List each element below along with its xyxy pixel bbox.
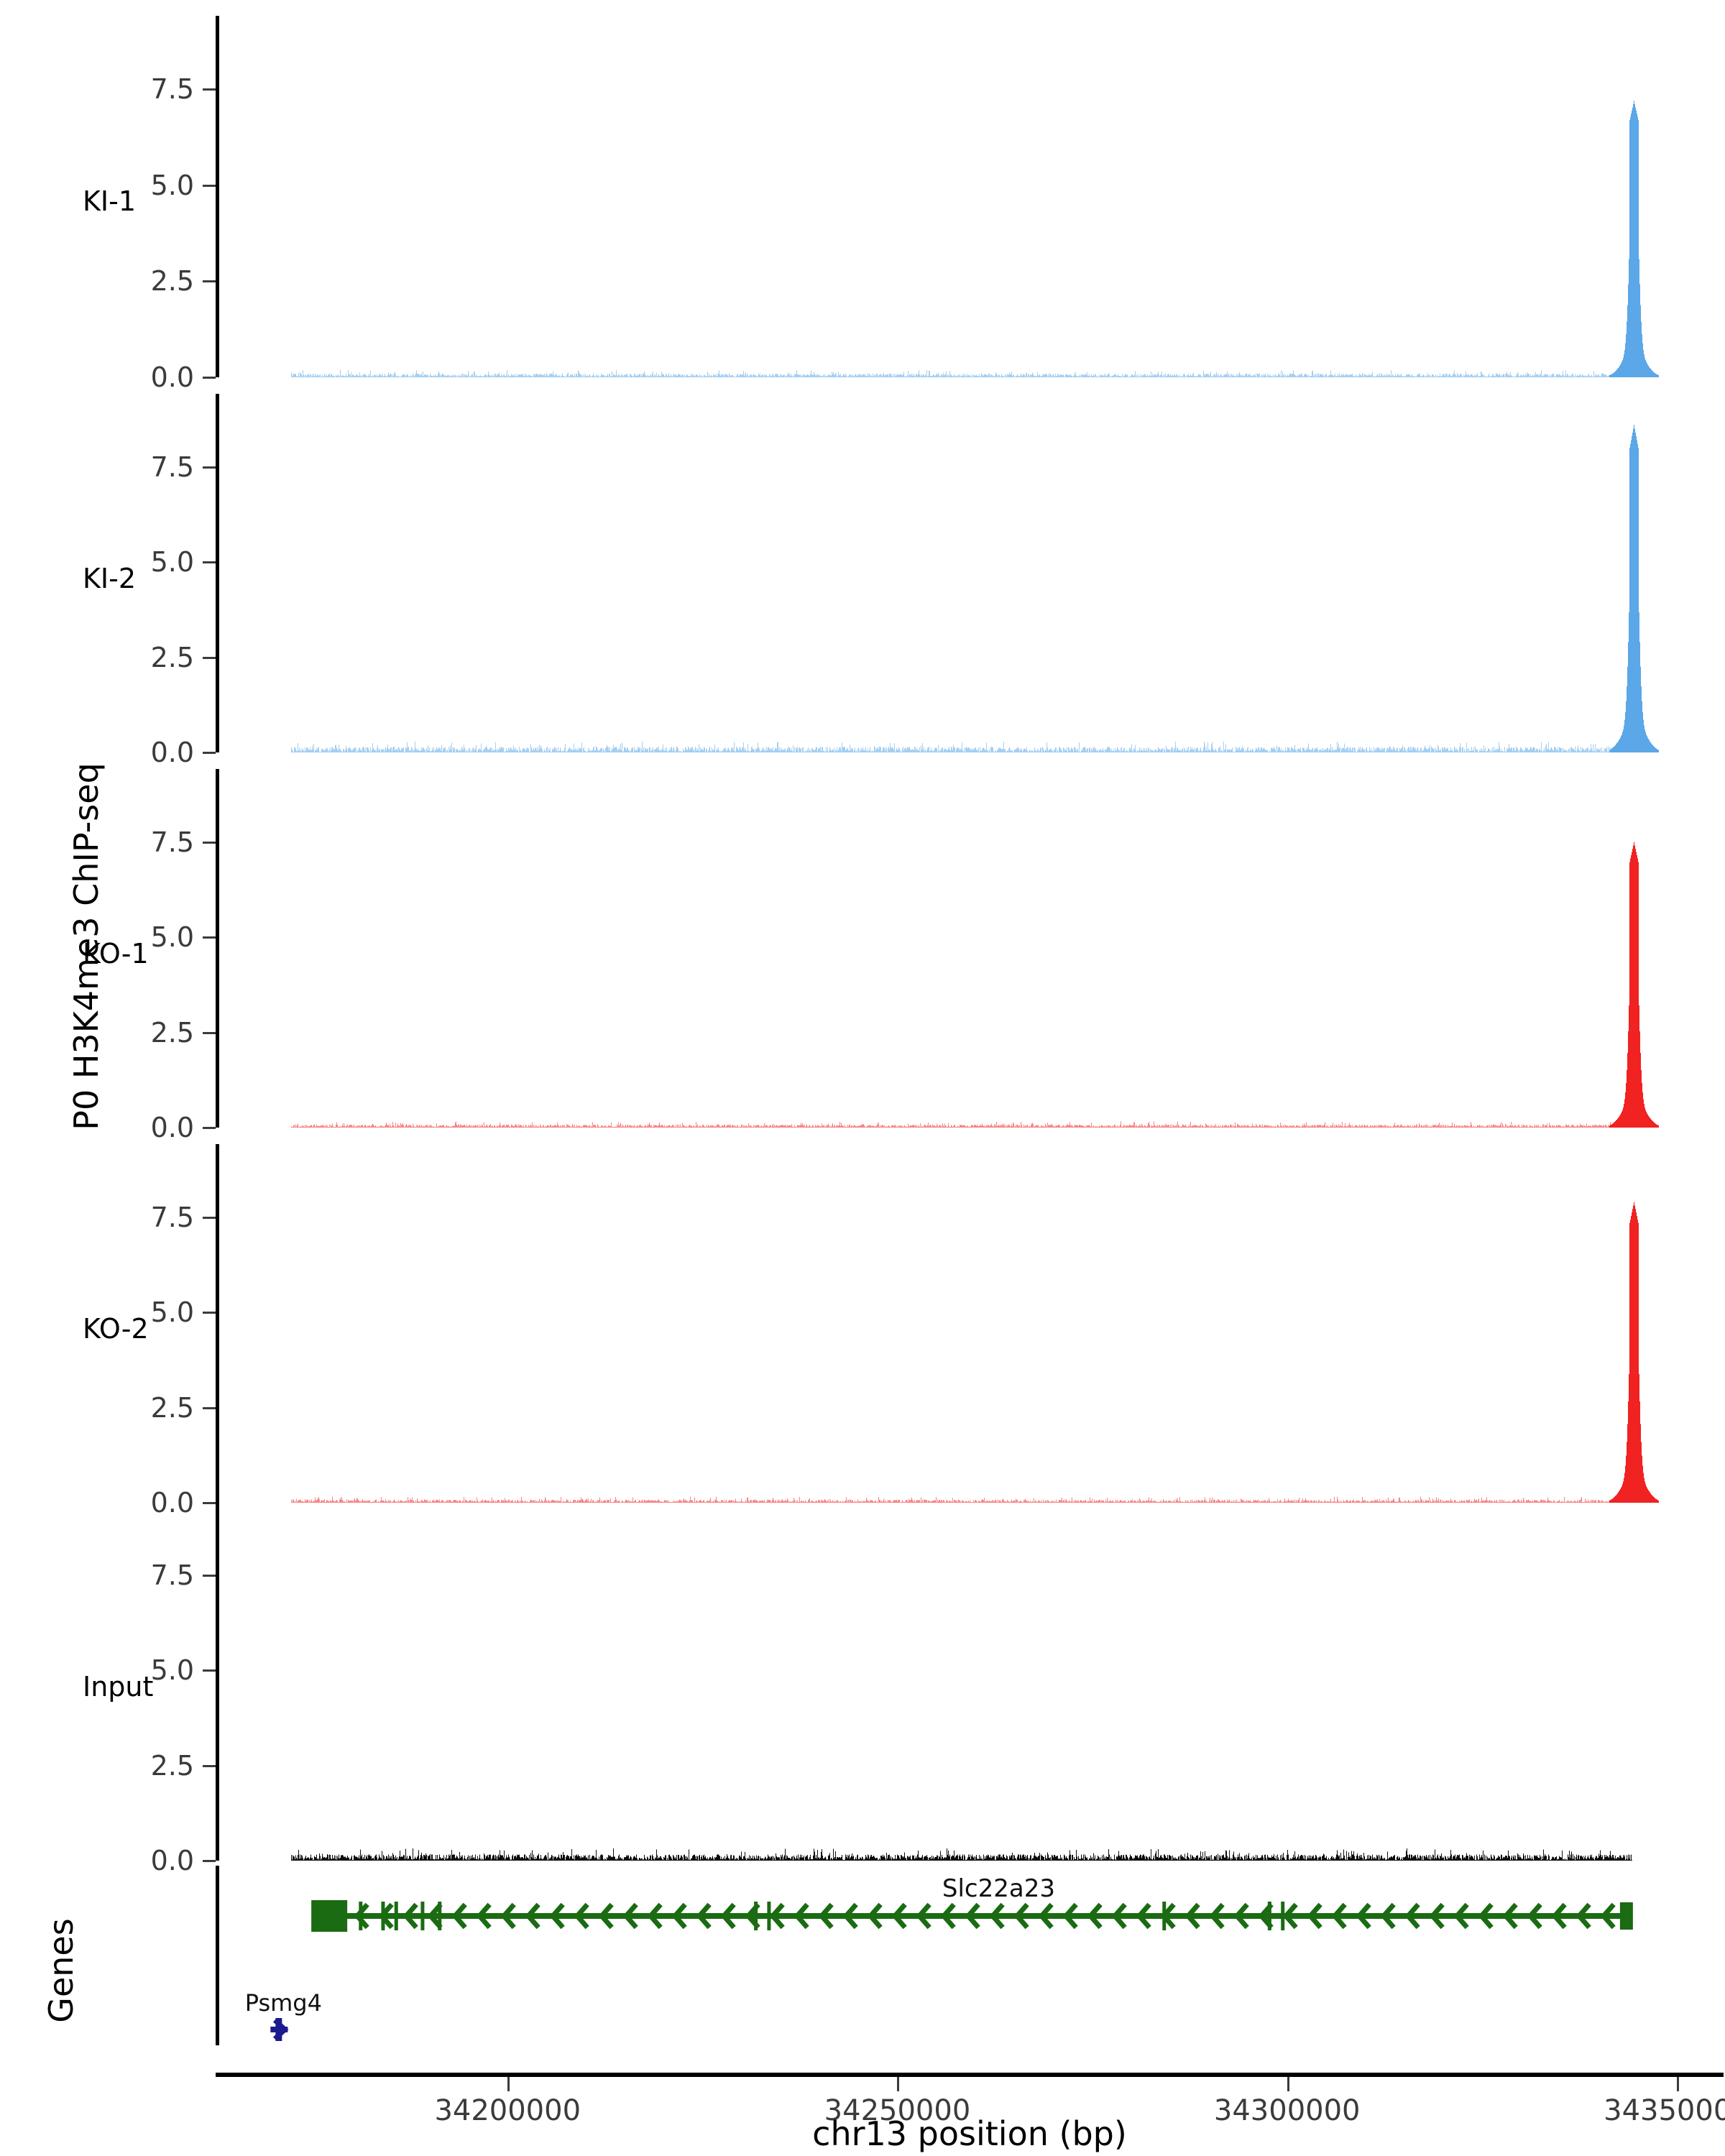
y-axis-spine xyxy=(216,1502,219,1861)
y-tick-label: 0.0 xyxy=(150,1112,194,1143)
y-tick-label: 7.5 xyxy=(150,73,194,106)
y-tick xyxy=(203,1764,216,1767)
y-tick xyxy=(203,466,216,469)
y-tick-label: 5.0 xyxy=(150,546,194,578)
y-tick xyxy=(203,1031,216,1034)
y-tick xyxy=(203,1216,216,1219)
gene-label-slc22a23: Slc22a23 xyxy=(942,1874,1055,1903)
y-tick-label: 2.5 xyxy=(150,265,194,298)
y-tick xyxy=(203,377,216,379)
signal-plot-area xyxy=(219,769,1724,1128)
track-name-label: KI-1 xyxy=(83,185,137,218)
y-tick-label: 5.0 xyxy=(150,921,194,953)
y-tick xyxy=(203,1406,216,1409)
x-tick-label: 34250000 xyxy=(824,2094,971,2127)
y-axis-spine xyxy=(216,394,219,752)
y-tick xyxy=(203,1574,216,1577)
track-panel-ko-1: 0.0 2.5 5.0 7.5 KO-1 xyxy=(83,769,1724,1143)
x-tick-label: 34350000 xyxy=(1604,2094,1725,2127)
x-tick xyxy=(507,2077,510,2091)
track-panel-input: 0.0 2.5 5.0 7.5 Input xyxy=(83,1502,1724,1876)
y-tick xyxy=(203,1502,216,1504)
y-tick xyxy=(203,561,216,563)
y-tick-label: 7.5 xyxy=(150,1559,194,1591)
y-tick-label: 5.0 xyxy=(150,169,194,201)
x-tick-label: 34200000 xyxy=(434,2094,581,2127)
x-tick xyxy=(1287,2077,1289,2091)
y-tick xyxy=(203,936,216,939)
y-tick-label: 5.0 xyxy=(150,1654,194,1686)
y-tick xyxy=(203,1127,216,1129)
y-tick-label: 5.0 xyxy=(150,1296,194,1328)
y-tick xyxy=(203,656,216,659)
x-tick xyxy=(897,2077,900,2091)
signal-plot-area xyxy=(219,16,1724,377)
y-tick-label: 0.0 xyxy=(150,1845,194,1876)
y-tick-label: 0.0 xyxy=(150,361,194,393)
y-tick xyxy=(203,1669,216,1672)
gene-label-psmg4: Psmg4 xyxy=(244,1989,322,2017)
y-tick xyxy=(203,1312,216,1314)
track-name-label: KO-1 xyxy=(83,937,149,969)
track-panel-ki-1: 0.0 2.5 5.0 7.5 KI-1 xyxy=(83,16,1724,393)
y-tick-label: 2.5 xyxy=(150,1749,194,1782)
y-tick-label: 2.5 xyxy=(150,641,194,673)
signal-plot-area xyxy=(219,394,1724,752)
track-name-label: Input xyxy=(83,1670,154,1703)
y-tick-label: 7.5 xyxy=(150,826,194,858)
y-tick xyxy=(203,88,216,91)
y-axis-spine xyxy=(216,769,219,1128)
y-tick xyxy=(203,752,216,754)
y-tick xyxy=(203,280,216,283)
track-panel-ko-2: 0.0 2.5 5.0 7.5 KO-2 xyxy=(83,1144,1724,1519)
y-tick-label: 7.5 xyxy=(150,1201,194,1233)
signal-plot-area xyxy=(219,1144,1724,1503)
signal-plot-area xyxy=(219,1502,1724,1861)
y-tick-label: 7.5 xyxy=(150,451,194,483)
y-axis-spine xyxy=(216,1144,219,1503)
y-tick xyxy=(203,1860,216,1862)
track-panel-ki-2: 0.0 2.5 5.0 7.5 KI-2 xyxy=(83,394,1724,768)
y-tick-label: 2.5 xyxy=(150,1391,194,1424)
x-tick-label: 34300000 xyxy=(1213,2094,1361,2127)
y-tick xyxy=(203,184,216,187)
y-tick-label: 0.0 xyxy=(150,737,194,768)
y-tick xyxy=(203,841,216,844)
y-axis-spine xyxy=(216,16,219,377)
x-axis-line xyxy=(216,2073,1724,2077)
gene-annotation-panel: Slc22a23 Psmg4 xyxy=(216,1866,1724,2045)
track-name-label: KO-2 xyxy=(83,1312,149,1345)
x-axis-label: chr13 position (bp) xyxy=(812,2114,1127,2153)
y-tick-label: 0.0 xyxy=(150,1487,194,1519)
genes-panel-label: Genes xyxy=(42,1918,80,2023)
x-tick xyxy=(1676,2077,1679,2091)
track-name-label: KI-2 xyxy=(83,562,137,594)
y-tick-label: 2.5 xyxy=(150,1016,194,1049)
gene-panel-spine xyxy=(216,1866,219,2045)
